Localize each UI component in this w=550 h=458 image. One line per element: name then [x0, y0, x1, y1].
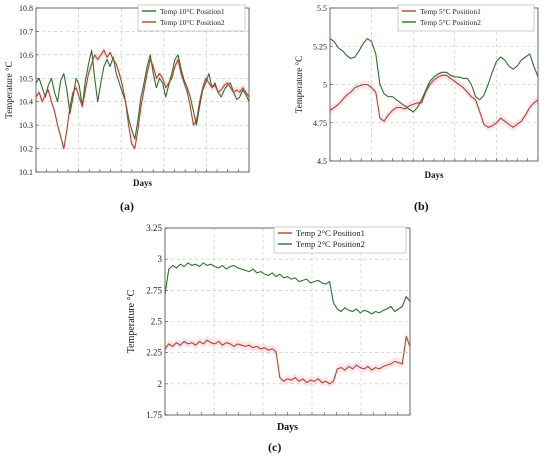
- chart-a-ytick-label: 10.6: [19, 51, 33, 60]
- chart-c-ytick-label: 2.5: [151, 317, 163, 327]
- chart-b-ytick-label: 4.75: [313, 119, 327, 128]
- chart-a-ytick-label: 10.1: [19, 168, 33, 177]
- chart-a-legend-label: Temp 10°C Position1: [160, 7, 225, 16]
- chart-c-legend-label: Temp 2°C Position1: [296, 228, 365, 238]
- chart-b-legend-label: Temp 5°C Position2: [420, 18, 481, 27]
- chart-c-ytick-label: 3: [158, 254, 163, 264]
- chart-a-ylabel: Temperature °C: [4, 61, 14, 118]
- chart-b-series-2-line: [329, 38, 539, 113]
- chart-a-ytick-label: 10.7: [19, 27, 33, 36]
- chart-c-xlabel: Days: [277, 422, 298, 433]
- chart-b-ytick-label: 4.5: [317, 157, 327, 166]
- chart-b-legend-label: Temp 5°C Position1: [420, 7, 481, 16]
- chart-a-ytick-label: 10.5: [19, 74, 33, 83]
- chart-c-legend-box: [273, 226, 407, 254]
- chart-c-series-2-line: [164, 262, 411, 315]
- chart-b-ylabel: Temperature °C: [294, 56, 304, 113]
- chart-b-ytick-label: 5.25: [313, 42, 327, 51]
- chart-c-ytick-label: 2.25: [146, 348, 162, 358]
- chart-c-legend-label: Temp 2°C Position2: [296, 239, 365, 249]
- chart-b-ytick-label: 5: [323, 81, 327, 90]
- chart-a: 10.1 10.2 10.3 10.4 10.5 10.6 10.7 10.8 Temp 10°…: [4, 4, 250, 188]
- chart-c-series-1-line: [164, 335, 411, 385]
- chart-a-legend-label: Temp 10°C Position2: [160, 18, 225, 27]
- chart-b: 4.5 4.75 5 5.25 5.5 Temp 5°C Position1 Temp 5°…: [294, 4, 539, 180]
- chart-b-xlabel: Days: [424, 170, 443, 180]
- panel-label-c: (c): [268, 440, 282, 454]
- chart-b-legend-box: [397, 4, 535, 32]
- chart-c-ytick-label: 2.75: [146, 285, 162, 295]
- chart-a-ytick-label: 10.3: [19, 121, 33, 130]
- chart-c-band: [165, 332, 410, 388]
- chart-a-series-2-line: [35, 49, 250, 150]
- panel-label-b: (b): [414, 199, 429, 213]
- chart-b-band: [330, 71, 538, 132]
- chart-c-ytick-label: 3.25: [146, 223, 162, 233]
- panel-label-a: (a): [120, 199, 134, 213]
- chart-a-ytick-label: 10.4: [19, 98, 33, 107]
- chart-c-ytick-label: 2: [158, 379, 163, 389]
- chart-b-series-1-line: [329, 74, 539, 128]
- chart-a-ytick-label: 10.8: [19, 4, 33, 13]
- chart-a-legend-box: [137, 4, 246, 32]
- chart-b-ytick-label: 5.5: [317, 4, 327, 13]
- chart-a-xlabel: Days: [133, 178, 152, 188]
- chart-a-series-1-line: [35, 49, 250, 140]
- chart-a-ytick-label: 10.2: [19, 145, 33, 154]
- chart-c-ylabel: Temperature °C: [126, 289, 137, 353]
- chart-c-ytick-label: 1.75: [146, 410, 162, 420]
